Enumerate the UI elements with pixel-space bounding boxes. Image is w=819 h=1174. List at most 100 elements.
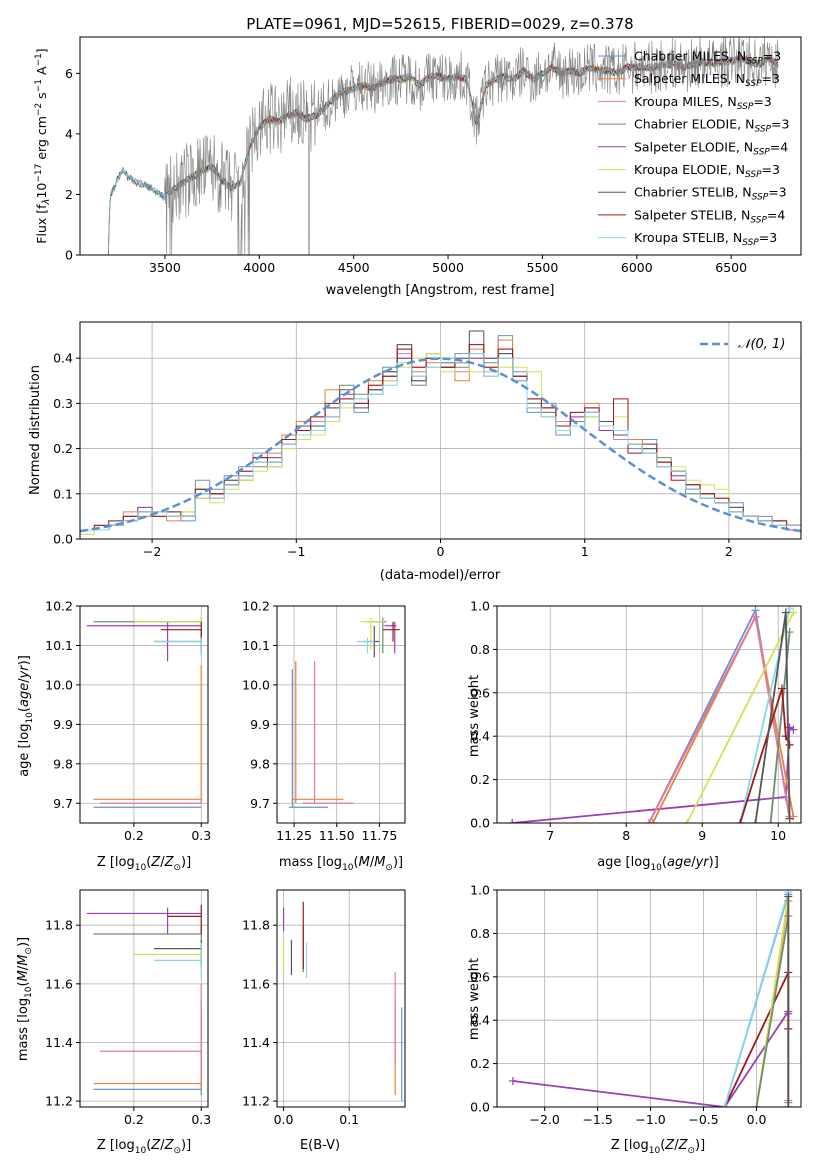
x-tick-label: 6000 — [621, 260, 653, 275]
y-tick-label: 0.4 — [470, 1013, 490, 1028]
weight-marker — [736, 819, 745, 823]
y-tick-label: 0.0 — [53, 532, 73, 547]
legend-post: =3 — [771, 117, 789, 132]
y-tick-label: 1.0 — [470, 599, 490, 614]
legend-label: Chabrier STELIB, NSSP=3 — [634, 185, 787, 203]
errorbar-point-salpeter-stelib — [167, 904, 202, 934]
y-tick-label: 6 — [65, 66, 73, 81]
x-tick-label: 3500 — [149, 260, 181, 275]
x-tick-label: 4000 — [243, 260, 275, 275]
y-tick-label: 2 — [65, 187, 73, 202]
legend-sub: SSP — [745, 170, 762, 180]
age-vs-Z-ylabel: age [log10(age/yr)] — [17, 655, 35, 777]
y-tick-label: 0.0 — [470, 1100, 490, 1115]
y-tick-label: 9.7 — [250, 796, 270, 811]
spectrum-panel: 3500 4000 4500 5000 5500 6000 6500 0 2 4 6 Chabrier… — [65, 36, 802, 275]
x-tick-label: 4500 — [338, 260, 370, 275]
weight-vs-Z-ylabel: mass weight — [467, 958, 482, 1040]
x-tick-label: 11.25 — [276, 828, 312, 843]
weight-marker — [785, 740, 794, 749]
weight-marker — [645, 819, 653, 823]
y-tick-label: 0 — [65, 248, 73, 263]
legend-label: Salpeter MILES, NSSP=3 — [634, 71, 780, 89]
x-tick-label: 0.1 — [339, 1112, 359, 1127]
y-tick-label: 10.1 — [45, 638, 73, 653]
legend-label: Chabrier MILES, NSSP=3 — [634, 49, 781, 67]
axes-frame — [496, 605, 802, 824]
x-tick-label: 0.0 — [274, 1112, 294, 1127]
mass-vs-Z-panel: 0.2 0.3 11.2 11.4 11.6 11.8 — [45, 889, 211, 1127]
errorbar-point-salpeter-miles — [292, 661, 344, 804]
errorbar-point-kroupa-stelib — [154, 942, 202, 978]
age-vs-Z-panel: 0.2 0.3 9.7 9.8 9.9 10.0 10.1 10.2 — [45, 599, 211, 844]
plot-area — [288, 617, 400, 808]
x-tick-label: 0.2 — [124, 1112, 144, 1127]
errorbar-point-salpeter-miles — [93, 665, 202, 804]
y-tick-label: 10.2 — [242, 599, 270, 614]
legend-label: Salpeter STELIB, NSSP=4 — [634, 207, 785, 225]
mass-vs-EBV-xlabel: E(B-V) — [300, 1138, 340, 1153]
x-tick-label: 11.75 — [362, 828, 398, 843]
y-tick-label: 11.4 — [45, 1035, 73, 1050]
plot-area — [80, 330, 801, 539]
legend-post: =3 — [753, 94, 771, 109]
y-tick-label: 0.2 — [470, 772, 490, 787]
legend-sub: SSP — [754, 125, 771, 135]
y-tick-label: 0.4 — [53, 351, 73, 366]
y-tick-label: 0.4 — [470, 729, 490, 744]
y-tick-label: 9.8 — [53, 756, 73, 771]
legend-sub: SSP — [737, 102, 754, 112]
legend-sub: SSP — [742, 238, 759, 248]
legend-post: =4 — [770, 139, 788, 154]
weight-marker — [683, 819, 691, 823]
weight-marker — [778, 684, 786, 693]
x-tick-label: 7 — [546, 828, 554, 843]
legend-post: =3 — [768, 185, 786, 200]
x-tick-label: −0.5 — [688, 1112, 718, 1127]
y-tick-label: 10.0 — [242, 677, 270, 692]
normal-curve — [80, 357, 801, 533]
x-tick-label: −1.0 — [635, 1112, 665, 1127]
plot-area — [508, 606, 798, 823]
weight-marker — [648, 819, 657, 823]
errorbar-point-salpeter-elodie — [86, 907, 202, 934]
errorbar-point-kroupa-miles — [100, 983, 202, 1072]
residuals-panel: −2 −1 0 1 2 0.0 0.1 0.2 0.3 0.4 𝒩(0, 1) — [53, 321, 802, 559]
legend-post: =3 — [762, 71, 780, 86]
y-tick-label: 11.4 — [242, 1035, 270, 1050]
y-tick-label: 10.0 — [45, 677, 73, 692]
axes-frame — [79, 605, 209, 824]
weight-marker — [785, 606, 794, 613]
x-tick-label: −1 — [287, 544, 305, 559]
x-tick-label: 0.3 — [191, 1112, 211, 1127]
legend-post: =3 — [759, 230, 777, 245]
y-tick-label: 4 — [65, 126, 73, 141]
weight-line-chabrier-elodie — [755, 915, 790, 1107]
x-tick-label: 5500 — [527, 260, 559, 275]
x-tick-label: 8 — [622, 828, 630, 843]
y-tick-label: 0.2 — [53, 441, 73, 456]
mass-vs-Z-ylabel: mass [log10(M/M⊙)] — [16, 937, 34, 1061]
axes-frame — [79, 321, 802, 540]
weight-marker — [720, 1103, 729, 1107]
y-tick-label: 10.1 — [242, 638, 270, 653]
x-tick-label: −2 — [143, 544, 161, 559]
weight-marker — [784, 1103, 793, 1107]
x-tick-label: 0.2 — [124, 828, 144, 843]
x-tick-label: 0 — [437, 544, 445, 559]
legend-sub: SSP — [745, 79, 762, 89]
y-tick-label: 9.7 — [53, 796, 73, 811]
legend-sub: SSP — [752, 193, 769, 203]
age-vs-mass-panel: 11.25 11.50 11.75 9.7 9.8 9.9 10.0 10.1 10.2 — [242, 599, 406, 843]
axes-ticks: 0.0 0.1 11.2 11.4 11.6 11.8 — [242, 890, 405, 1127]
legend-label: Kroupa ELODIE, NSSP=3 — [634, 162, 780, 180]
y-tick-label: 0.3 — [53, 396, 73, 411]
weight-marker — [766, 819, 775, 823]
axes-frame — [79, 36, 802, 256]
plot-area — [508, 890, 793, 1107]
y-tick-label: 11.6 — [242, 976, 270, 991]
observed-spectrum — [108, 37, 779, 255]
x-tick-label: 10 — [770, 828, 786, 843]
x-tick-label: 9 — [698, 828, 706, 843]
